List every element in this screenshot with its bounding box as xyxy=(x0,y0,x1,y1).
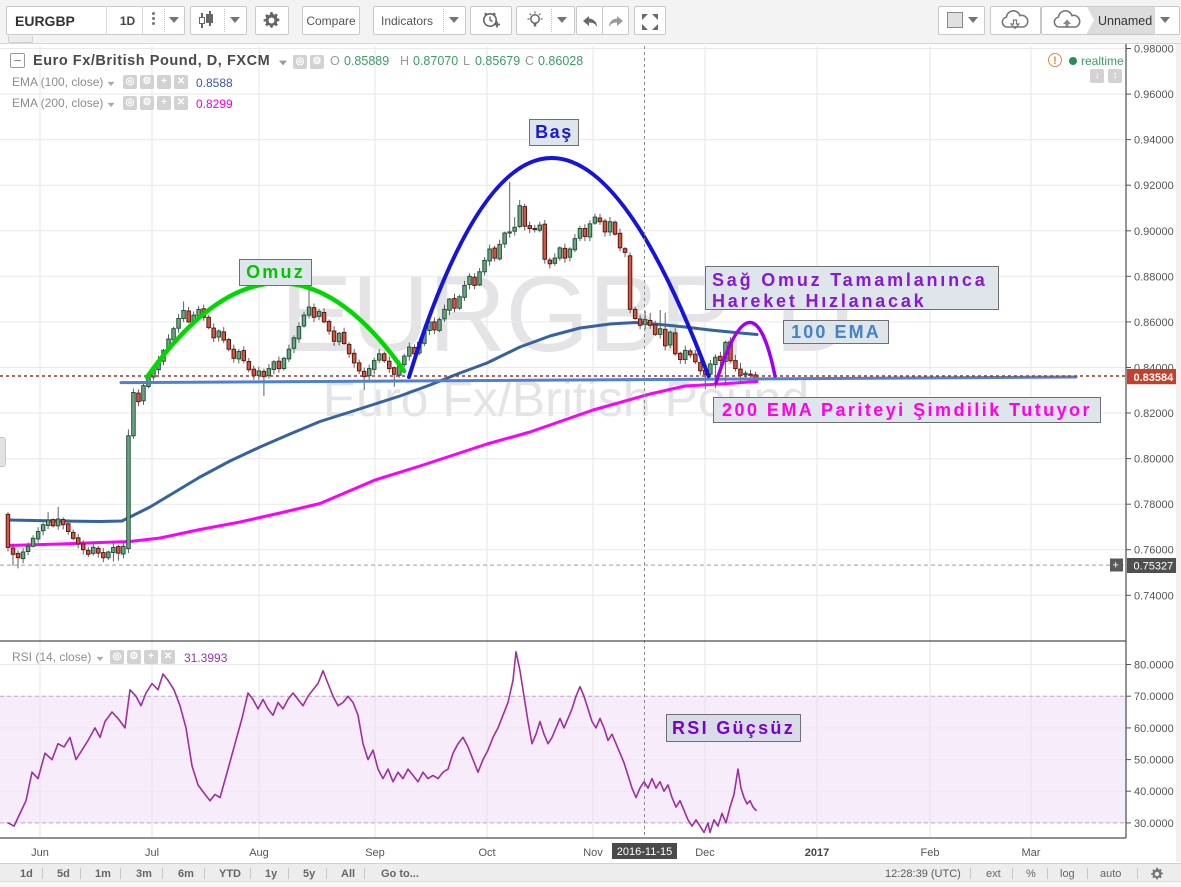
svg-text:0.74000: 0.74000 xyxy=(1134,590,1174,602)
svg-text:+: + xyxy=(1113,560,1119,572)
svg-text:0.86000: 0.86000 xyxy=(1134,317,1174,329)
svg-text:Sep: Sep xyxy=(365,847,385,859)
svg-text:30.0000: 30.0000 xyxy=(1134,818,1174,830)
svg-text:2017: 2017 xyxy=(805,847,829,859)
svg-text:0.98000: 0.98000 xyxy=(1134,44,1174,56)
svg-text:50.0000: 50.0000 xyxy=(1134,755,1174,767)
svg-text:Feb: Feb xyxy=(921,847,940,859)
svg-text:80.0000: 80.0000 xyxy=(1134,660,1174,672)
svg-text:0.96000: 0.96000 xyxy=(1134,89,1174,101)
svg-text:0.80000: 0.80000 xyxy=(1134,454,1174,466)
svg-text:40.0000: 40.0000 xyxy=(1134,786,1174,798)
svg-text:0.90000: 0.90000 xyxy=(1134,226,1174,238)
svg-text:Jul: Jul xyxy=(145,847,159,859)
svg-text:Jun: Jun xyxy=(31,847,49,859)
svg-text:Aug: Aug xyxy=(249,847,269,859)
svg-text:60.0000: 60.0000 xyxy=(1134,723,1174,735)
svg-text:Dec: Dec xyxy=(695,847,715,859)
svg-text:0.83584: 0.83584 xyxy=(1134,372,1175,384)
svg-text:Oct: Oct xyxy=(478,847,495,859)
svg-text:Mar: Mar xyxy=(1022,847,1041,859)
svg-text:0.82000: 0.82000 xyxy=(1134,408,1174,420)
svg-text:2016-11-15: 2016-11-15 xyxy=(617,846,672,858)
svg-text:Nov: Nov xyxy=(583,847,603,859)
svg-text:0.75327: 0.75327 xyxy=(1134,561,1174,573)
svg-text:0.92000: 0.92000 xyxy=(1134,180,1174,192)
svg-text:0.78000: 0.78000 xyxy=(1134,499,1174,511)
svg-text:0.94000: 0.94000 xyxy=(1134,135,1174,147)
svg-text:0.88000: 0.88000 xyxy=(1134,271,1174,283)
svg-text:0.76000: 0.76000 xyxy=(1134,545,1174,557)
svg-text:70.0000: 70.0000 xyxy=(1134,691,1174,703)
